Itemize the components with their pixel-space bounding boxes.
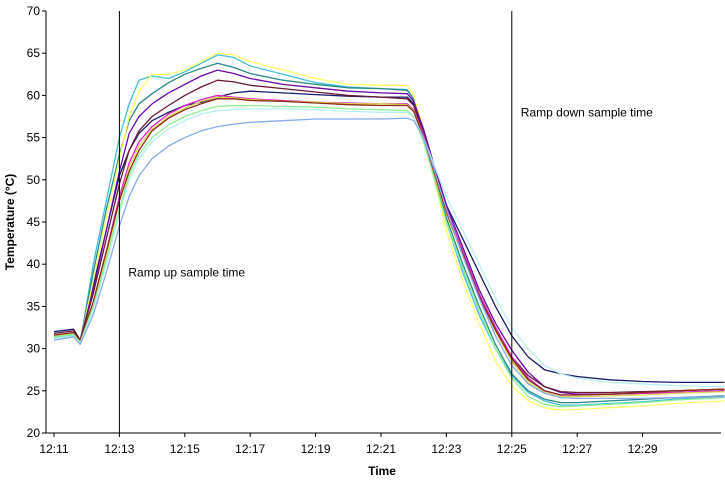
y-tick-label: 70: [27, 4, 41, 18]
sample-time-label-1: Ramp up sample time: [128, 266, 245, 280]
y-tick-label: 25: [27, 384, 41, 398]
series-line-10: [53, 104, 725, 408]
y-tick-label: 50: [27, 173, 41, 187]
x-axis-title: Time: [368, 464, 396, 478]
x-tick-label: 12:27: [562, 442, 592, 456]
x-tick-label: 12:13: [104, 442, 134, 456]
y-tick-label: 35: [27, 299, 41, 313]
x-tick-label: 12:17: [235, 442, 265, 456]
x-ticks: 12:11 12:13 12:15 12:17 12:19 12:21 12:23 12:25…: [39, 433, 658, 456]
sample-time-label-2: Ramp down sample time: [521, 105, 653, 119]
x-tick-label: 12:19: [301, 442, 331, 456]
y-ticks: 20 25 30 35 40 45 50 55 60 65 70: [27, 4, 46, 440]
y-axis-title: Temperature (°C): [3, 174, 17, 271]
y-tick-label: 65: [27, 46, 41, 60]
x-tick-label: 12:23: [431, 442, 461, 456]
marker-layer: Ramp up sample time Ramp down sample time: [118, 11, 653, 433]
series-line-11: [53, 108, 725, 388]
y-tick-label: 60: [27, 88, 41, 102]
x-tick-label: 12:15: [170, 442, 200, 456]
series-line-6: [53, 79, 725, 394]
series-line-12: [53, 117, 725, 400]
y-tick-label: 20: [27, 426, 41, 440]
x-tick-label: 12:21: [366, 442, 396, 456]
series-line-4: [53, 52, 725, 411]
series-layer: [53, 52, 725, 411]
series-line-8: [53, 96, 725, 398]
plot-background: [46, 11, 721, 433]
y-tick-label: 30: [27, 342, 41, 356]
x-tick-label: 12:29: [628, 442, 658, 456]
series-line-9: [53, 98, 725, 396]
y-tick-label: 55: [27, 131, 41, 145]
y-tick-label: 40: [27, 257, 41, 271]
x-tick-label: 12:25: [497, 442, 527, 456]
y-tick-label: 45: [27, 215, 41, 229]
x-tick-label: 12:11: [39, 442, 68, 456]
